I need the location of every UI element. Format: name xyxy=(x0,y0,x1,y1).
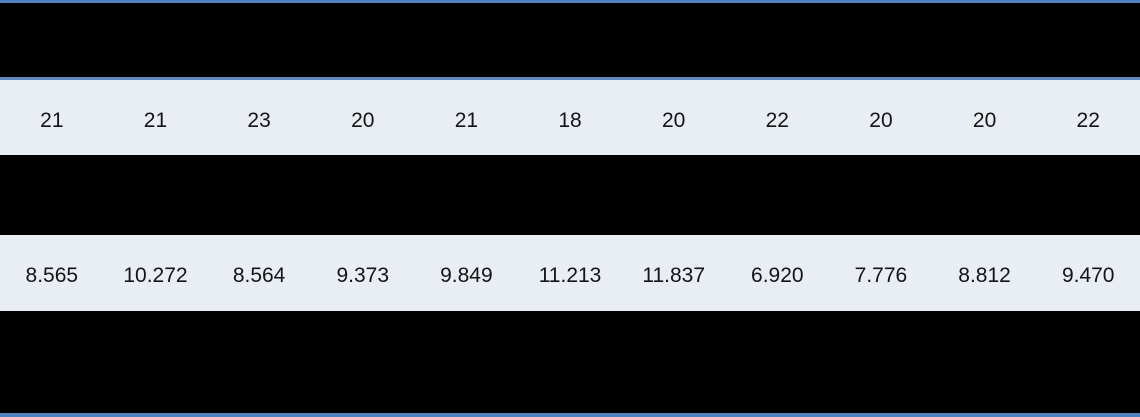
table-row-values: 8.565 10.272 8.564 9.373 9.849 11.213 11… xyxy=(0,235,1140,311)
table-cell: 8.564 xyxy=(232,264,286,287)
redacted-row xyxy=(0,155,1140,235)
table-cell: 11.837 xyxy=(642,264,705,287)
table-cell: 9.849 xyxy=(440,264,493,287)
table-cell: 8.812 xyxy=(958,264,1011,287)
table-cell: 18 xyxy=(558,108,582,132)
table-cell: 22 xyxy=(1076,108,1100,132)
table-cell: 9.470 xyxy=(1061,264,1115,287)
table-cell: 20 xyxy=(869,108,893,132)
table-cell: 20 xyxy=(351,108,375,132)
table-cell: 21 xyxy=(40,108,64,132)
redacted-header-row xyxy=(0,3,1140,77)
header-divider-border xyxy=(0,77,1140,80)
table-row-counts: 21 21 23 20 21 18 20 22 20 20 22 xyxy=(0,80,1140,155)
table-cell: 21 xyxy=(454,108,479,132)
table-cell: 21 xyxy=(143,108,168,132)
table-bottom-border xyxy=(0,413,1140,417)
table-cell: 6.920 xyxy=(751,264,804,287)
redacted-row xyxy=(0,311,1140,413)
table-cell: 22 xyxy=(765,108,789,132)
table-cell: 20 xyxy=(972,108,997,132)
table-cell: 9.373 xyxy=(336,264,390,287)
table-cell: 23 xyxy=(247,108,271,132)
table-cell: 10.272 xyxy=(123,264,188,287)
table-cell: 20 xyxy=(661,108,686,132)
table-cell: 7.776 xyxy=(854,264,908,287)
table-cell: 11.213 xyxy=(538,264,602,287)
table-cell: 8.565 xyxy=(25,264,79,287)
table-top-border xyxy=(0,0,1140,3)
